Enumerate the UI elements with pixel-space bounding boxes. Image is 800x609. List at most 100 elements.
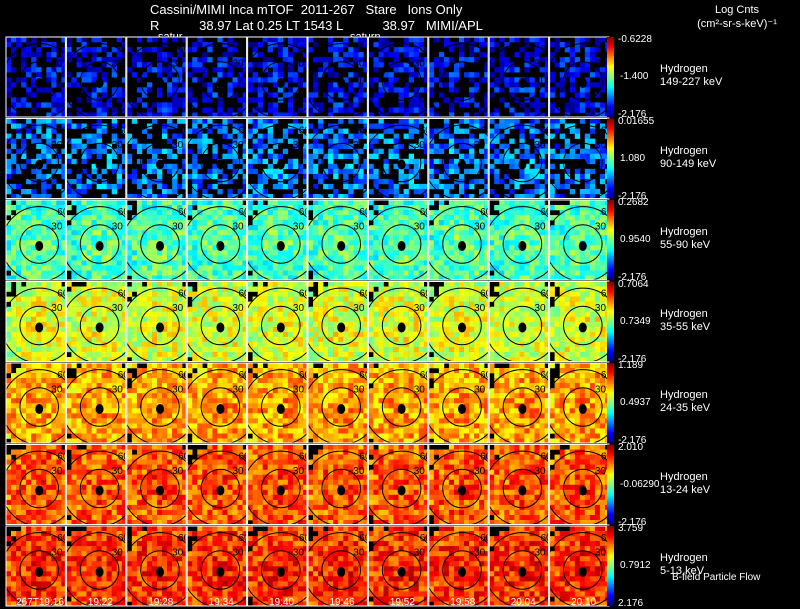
contour-label-30: 30 xyxy=(474,59,486,70)
contour-label-60: 60 xyxy=(299,370,311,381)
contour-label-30: 30 xyxy=(293,548,305,559)
time-label-0: 267T19:16 xyxy=(16,597,64,608)
energy-label-5: 13-24 keV xyxy=(660,483,711,496)
cell-frame xyxy=(5,362,66,444)
scale-mid-0: -1.400 xyxy=(620,71,649,82)
cell-frame xyxy=(247,362,308,444)
cell-frame xyxy=(126,281,187,362)
contour-label-60: 60 xyxy=(601,452,613,463)
contour-label-60: 60 xyxy=(541,207,553,218)
contour-label-30: 30 xyxy=(112,385,124,396)
cell-frame xyxy=(126,525,187,607)
cell-frame xyxy=(428,36,489,118)
cell-frame xyxy=(488,362,550,444)
contour-label-30: 30 xyxy=(293,222,305,233)
colorbar-3 xyxy=(607,281,614,362)
energy-label-0: 149-227 keV xyxy=(660,76,723,88)
scale-mid-3: 0.7349 xyxy=(620,315,651,327)
contour-label-60: 60 xyxy=(118,533,130,544)
cell-frame xyxy=(5,525,66,607)
cell-frame xyxy=(367,444,429,525)
cell-frame xyxy=(367,118,429,199)
scale-mid-6: 0.7912 xyxy=(620,560,651,571)
contour-label-60: 60 xyxy=(118,44,130,55)
contour-label-60: 60 xyxy=(239,44,251,55)
contour-label-30: 30 xyxy=(353,385,365,396)
contour-label-60: 60 xyxy=(541,44,553,55)
contour-label-60: 60 xyxy=(118,452,130,463)
contour-label-30: 30 xyxy=(535,466,547,477)
scale-min-5: -2.176 xyxy=(618,516,647,528)
cell-frame xyxy=(428,281,489,362)
contour-label-30: 30 xyxy=(51,303,63,314)
contour-label-60: 60 xyxy=(601,289,613,300)
time-label-1: 19:22 xyxy=(87,597,113,608)
contour-label-60: 60 xyxy=(541,533,553,544)
cell-frame xyxy=(428,199,489,281)
cell-frame xyxy=(5,281,66,362)
cell-frame xyxy=(65,36,127,118)
cell-frame xyxy=(186,362,248,444)
colorbar-6 xyxy=(607,526,614,606)
cell-frame xyxy=(126,36,187,118)
cell-frame xyxy=(488,118,550,199)
cell-frame xyxy=(247,281,308,362)
contour-label-30: 30 xyxy=(172,548,184,559)
contour-label-30: 30 xyxy=(535,59,547,70)
scale-max-6: 3.759 xyxy=(618,523,644,534)
scale-max-1: 0.01655 xyxy=(618,115,655,127)
contour-label-30: 30 xyxy=(353,548,365,559)
contour-label-30: 30 xyxy=(233,548,245,559)
cell-frame xyxy=(5,444,66,525)
cell-frame xyxy=(367,199,429,281)
contour-label-60: 60 xyxy=(239,207,251,218)
contour-label-30: 30 xyxy=(595,59,607,70)
contour-label-60: 60 xyxy=(118,370,130,381)
contour-label-30: 30 xyxy=(595,303,607,314)
contour-label-30: 30 xyxy=(51,59,63,70)
contour-label-60: 60 xyxy=(601,44,613,55)
cell-frame xyxy=(65,281,127,362)
contour-label-60: 60 xyxy=(541,289,553,300)
contour-label-30: 30 xyxy=(293,466,305,477)
contour-label-60: 60 xyxy=(541,126,553,137)
cell-frame xyxy=(5,118,66,199)
contour-label-30: 30 xyxy=(595,548,607,559)
contour-label-30: 30 xyxy=(233,59,245,70)
contour-label-30: 30 xyxy=(51,466,63,477)
contour-label-60: 60 xyxy=(480,44,492,55)
contour-label-30: 30 xyxy=(474,140,486,151)
contour-label-60: 60 xyxy=(57,44,69,55)
species-label-2: Hydrogen xyxy=(660,226,708,238)
contour-label-30: 30 xyxy=(51,222,63,233)
contour-label-30: 30 xyxy=(112,59,124,70)
contour-label-60: 60 xyxy=(299,289,311,300)
position-line: R 38.97 Lat 0.25 LT 1543 L 38.97 MIMI/AP… xyxy=(150,18,483,33)
time-label-2: 19:28 xyxy=(148,597,174,608)
contour-label-60: 60 xyxy=(359,289,371,300)
contour-label-60: 60 xyxy=(601,370,613,381)
